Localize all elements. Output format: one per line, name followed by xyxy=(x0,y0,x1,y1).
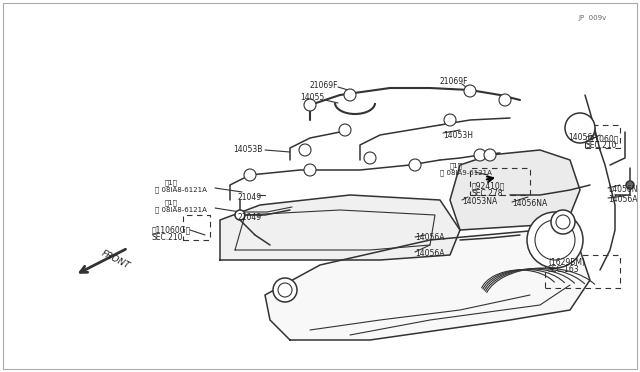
Circle shape xyxy=(464,85,476,97)
Circle shape xyxy=(244,169,256,181)
Circle shape xyxy=(304,99,316,111)
Text: （1）: （1） xyxy=(165,180,178,186)
Circle shape xyxy=(556,215,570,229)
Polygon shape xyxy=(265,230,590,340)
Circle shape xyxy=(235,210,245,220)
Text: Ⓑ 08IA9-6121A: Ⓑ 08IA9-6121A xyxy=(440,170,492,176)
Circle shape xyxy=(626,181,634,189)
Circle shape xyxy=(474,149,486,161)
Text: （1）: （1） xyxy=(450,163,463,169)
Text: （1）: （1） xyxy=(165,200,178,206)
Text: SEC.210: SEC.210 xyxy=(586,141,618,151)
Circle shape xyxy=(278,283,292,297)
Circle shape xyxy=(527,212,583,268)
Text: SEC.210: SEC.210 xyxy=(152,232,184,241)
Text: 14056NA: 14056NA xyxy=(512,199,547,208)
Circle shape xyxy=(339,124,351,136)
Text: 14053H: 14053H xyxy=(443,131,473,140)
Circle shape xyxy=(299,144,311,156)
Text: 21049: 21049 xyxy=(237,214,261,222)
Circle shape xyxy=(344,89,356,101)
Text: FRONT: FRONT xyxy=(100,249,131,271)
Circle shape xyxy=(364,152,376,164)
Text: 14055: 14055 xyxy=(300,93,324,103)
Text: （92410）: （92410） xyxy=(472,182,506,190)
Text: 14056A: 14056A xyxy=(415,234,445,243)
Text: L4056N: L4056N xyxy=(608,186,637,195)
Text: （11060G）: （11060G） xyxy=(152,225,191,234)
Text: 14056A: 14056A xyxy=(568,134,598,142)
Circle shape xyxy=(499,94,511,106)
Text: 14056A: 14056A xyxy=(415,248,445,257)
Text: (1629BM): (1629BM) xyxy=(548,259,585,267)
Text: 14053NA: 14053NA xyxy=(462,198,497,206)
Text: 21069F: 21069F xyxy=(440,77,468,87)
Polygon shape xyxy=(450,150,580,230)
Circle shape xyxy=(484,149,496,161)
Circle shape xyxy=(304,164,316,176)
Circle shape xyxy=(565,113,595,143)
Circle shape xyxy=(444,114,456,126)
Text: SEC.278: SEC.278 xyxy=(472,189,504,198)
Circle shape xyxy=(551,210,575,234)
Text: 14056A: 14056A xyxy=(608,196,637,205)
Circle shape xyxy=(535,220,575,260)
Text: SEC.163: SEC.163 xyxy=(548,266,580,275)
Circle shape xyxy=(409,159,421,171)
Text: Ⓑ 08IA8-6121A: Ⓑ 08IA8-6121A xyxy=(155,207,207,213)
Text: Ⓑ 08IA8-6121A: Ⓑ 08IA8-6121A xyxy=(155,187,207,193)
Circle shape xyxy=(273,278,297,302)
Text: 14053B: 14053B xyxy=(233,145,262,154)
Text: JP  009v: JP 009v xyxy=(578,15,606,21)
Text: （11060）: （11060） xyxy=(586,135,620,144)
Text: 21069F: 21069F xyxy=(310,80,339,90)
Text: 21049: 21049 xyxy=(237,192,261,202)
Polygon shape xyxy=(220,195,460,260)
